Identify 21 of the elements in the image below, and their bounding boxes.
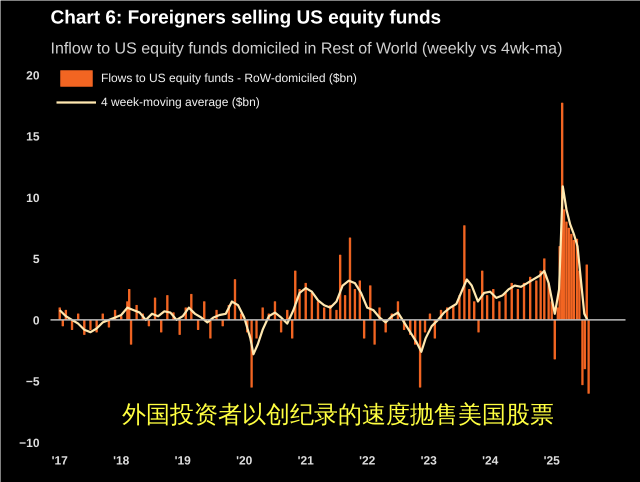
- x-tick-label: '18: [113, 454, 130, 468]
- y-tick-label: −5: [26, 374, 40, 389]
- y-tick-label: −10: [19, 436, 40, 450]
- chart-subtitle: Inflow to US equity funds domiciled in Rest of World (weekly vs 4wk-ma): [50, 40, 562, 58]
- chart-title: Chart 6: Foreigners selling US equity funds: [50, 8, 442, 28]
- x-tick-label: '17: [52, 454, 68, 468]
- annotation: 外国投资者以创纪录的速度抛售美国股票: [122, 402, 554, 428]
- x-tick-label: '25: [544, 454, 560, 468]
- x-tick-label: '24: [482, 454, 499, 468]
- legend-label: 4 week-moving average ($bn): [101, 95, 260, 109]
- x-tick-label: '19: [174, 454, 192, 468]
- y-tick-label: 20: [26, 68, 40, 82]
- legend-label: Flows to US equity funds - RoW-domiciled ($bn): [101, 71, 357, 85]
- y-tick-label: 0: [32, 313, 40, 328]
- y-tick-label: 10: [26, 190, 40, 205]
- x-tick-label: '21: [298, 454, 314, 468]
- y-tick-label: 15: [26, 130, 40, 144]
- x-tick-label: '22: [359, 454, 376, 468]
- x-tick-label: '20: [236, 454, 253, 468]
- x-tick-label: '23: [420, 454, 438, 468]
- y-tick-label: 5: [32, 252, 40, 266]
